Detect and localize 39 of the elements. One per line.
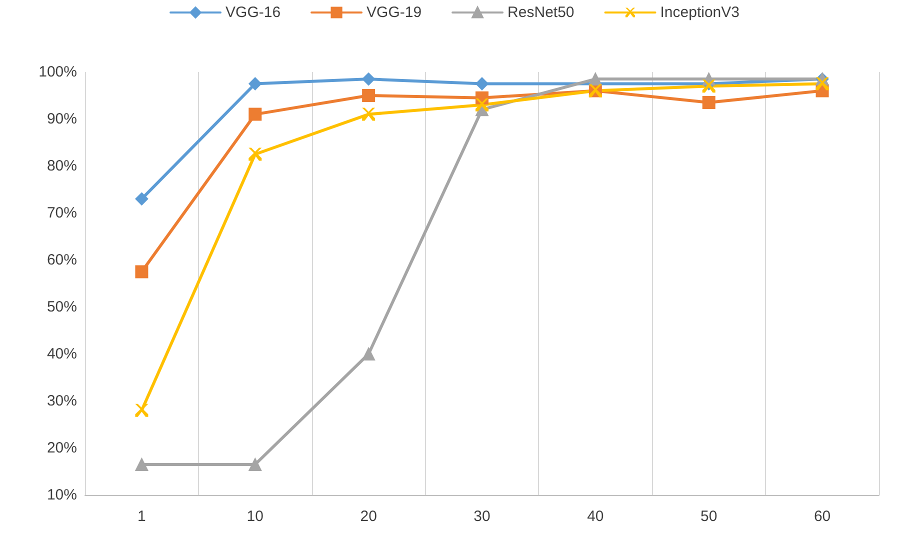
y-tick-label: 80% xyxy=(46,158,77,174)
y-tick-label: 40% xyxy=(46,346,77,362)
x-tick-label: 20 xyxy=(360,508,377,525)
point xyxy=(702,96,716,110)
point xyxy=(135,404,148,417)
x-tick-label: 60 xyxy=(814,508,831,525)
x-tick-label: 40 xyxy=(587,508,604,525)
point xyxy=(248,108,262,121)
x-tick-label: 1 xyxy=(138,508,146,525)
point xyxy=(362,72,376,86)
legend-label: ResNet50 xyxy=(508,4,574,21)
point xyxy=(248,458,262,471)
point xyxy=(362,348,376,360)
x-tick-label: 50 xyxy=(700,508,718,525)
y-tick-label: 30% xyxy=(46,392,77,410)
point xyxy=(588,72,602,86)
point xyxy=(816,77,829,90)
y-tick-label: 60% xyxy=(46,252,77,268)
point xyxy=(135,265,148,278)
y-tick-label: 20% xyxy=(46,440,77,456)
y-tick-label: 100% xyxy=(38,64,77,80)
point xyxy=(476,98,488,112)
y-tick-label: 50% xyxy=(46,298,77,316)
x-tick-label: 10 xyxy=(246,508,264,525)
point xyxy=(135,192,148,206)
x-tick-label: 30 xyxy=(474,508,490,525)
y-tick-label: 70% xyxy=(46,204,77,222)
y-tick-label: 90% xyxy=(46,110,77,128)
point xyxy=(248,148,262,161)
y-tick-label: 10% xyxy=(46,486,77,504)
point xyxy=(362,108,376,121)
point xyxy=(362,89,376,102)
legend-label: VGG-19 xyxy=(366,4,422,21)
legend-label: VGG-16 xyxy=(226,4,281,21)
point xyxy=(476,77,488,90)
point xyxy=(248,77,262,90)
legend-label: InceptionV3 xyxy=(660,4,740,21)
point xyxy=(702,80,716,93)
point xyxy=(135,458,148,471)
